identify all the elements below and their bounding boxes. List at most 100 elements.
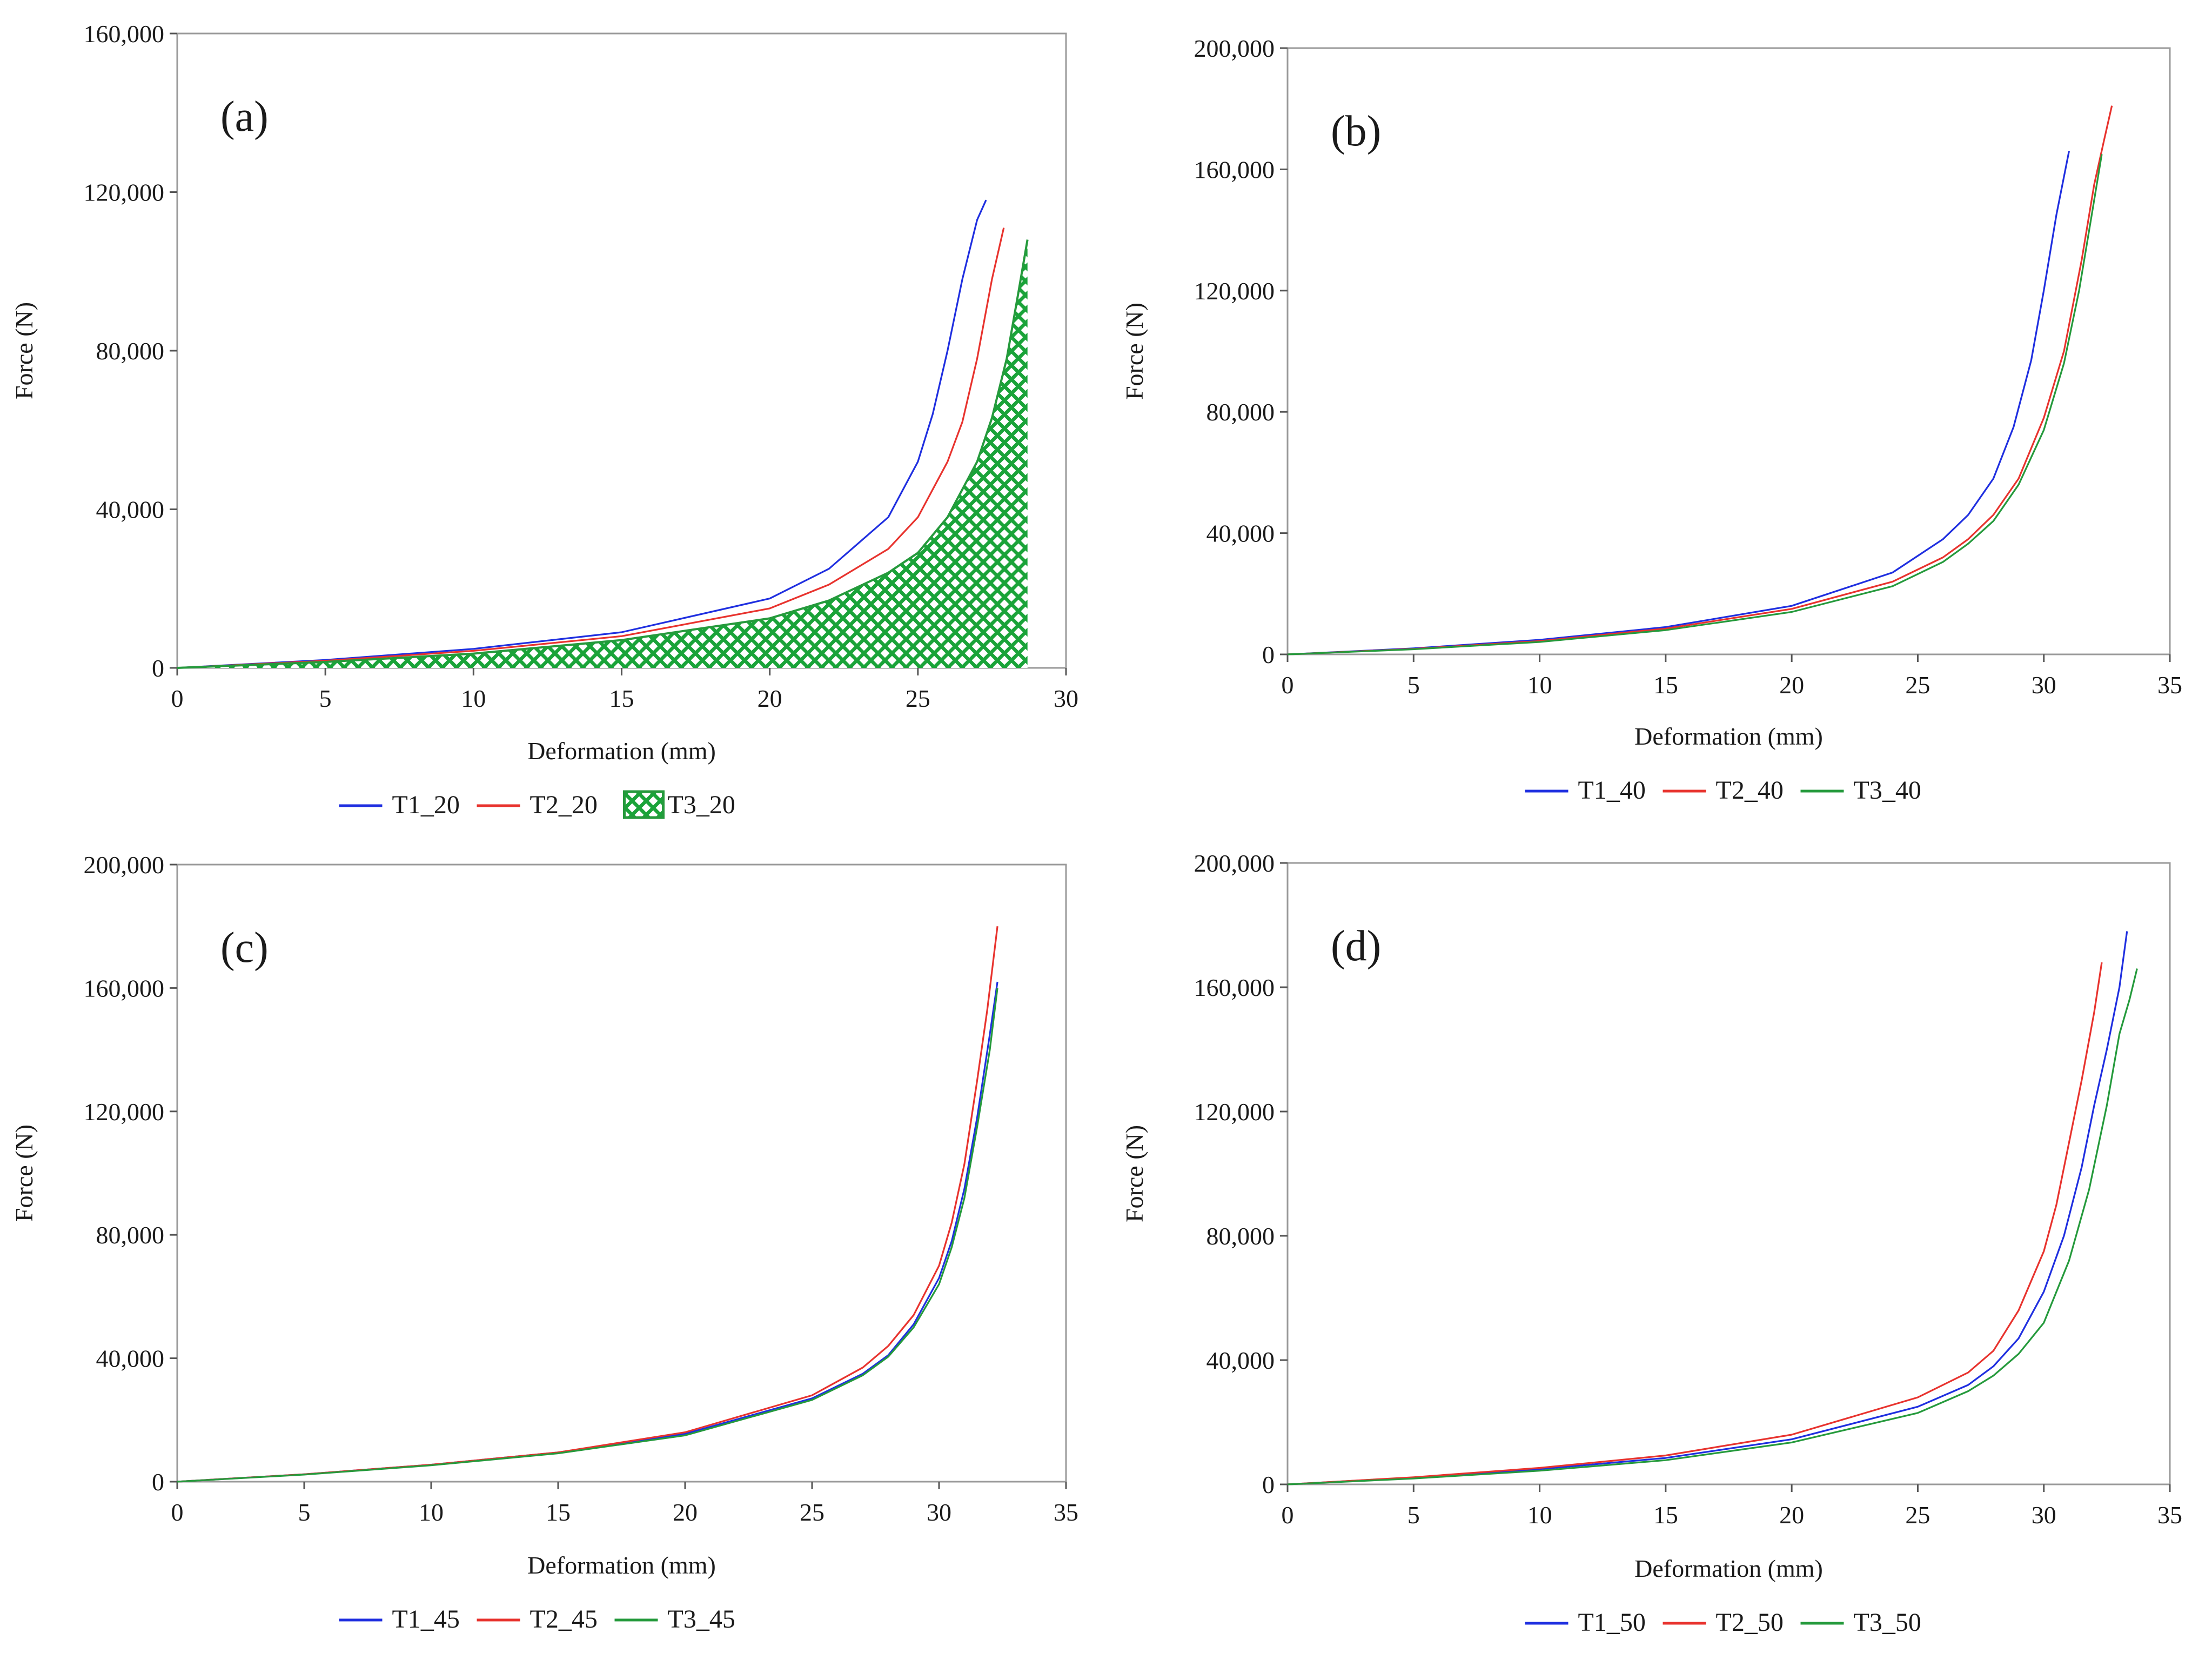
y-tick-label: 200,000: [84, 851, 165, 879]
series-area-T3_20: [177, 239, 1028, 668]
x-tick-label: 0: [171, 1498, 184, 1526]
x-tick-label: 10: [461, 685, 486, 712]
panel-label: (a): [220, 93, 269, 140]
legend-label: T2_40: [1716, 776, 1784, 805]
y-tick-label: 0: [152, 654, 164, 682]
panel-label: (d): [1331, 922, 1381, 970]
legend-label: T2_50: [1716, 1608, 1784, 1637]
x-tick-label: 30: [2032, 671, 2056, 699]
series-line-T3_20: [177, 239, 1029, 669]
legend-label: T3_40: [1854, 776, 1921, 805]
panel-label: (b): [1331, 108, 1381, 155]
legend-label: T3_45: [668, 1605, 735, 1634]
x-axis-title: Deformation (mm): [1634, 722, 1823, 750]
x-tick-label: 20: [673, 1498, 698, 1526]
series-line-T3_40: [1287, 154, 2103, 655]
legend-label: T1_45: [392, 1605, 460, 1634]
y-tick-label: 160,000: [84, 974, 165, 1002]
y-tick-label: 160,000: [1194, 156, 1275, 183]
y-axis-title: Force (N): [1121, 303, 1148, 400]
legend: T1_50 T2_50 T3_50: [1525, 1608, 1921, 1637]
legend-label: T1_40: [1578, 776, 1646, 805]
legend: T1_45 T2_45 T3_45: [339, 1605, 735, 1634]
x-tick-label: 10: [1527, 1501, 1552, 1529]
x-tick-label: 20: [1779, 671, 1804, 699]
plot-frame: [1286, 47, 2171, 655]
series-line-T1_50: [1287, 931, 2128, 1485]
y-tick-label: 120,000: [84, 1098, 165, 1126]
plot-frame: [1286, 862, 2171, 1485]
chart-panel-c: 0 5 10 15 20 25 30 35 0 40,000 80,000 120,000 160,00…: [10, 851, 1078, 1634]
x-tick-label: 35: [2157, 671, 2182, 699]
legend-label: T2_20: [530, 791, 598, 819]
x-tick-label: 30: [1054, 685, 1078, 712]
x-tick-label: 30: [2032, 1501, 2056, 1529]
y-tick-label: 40,000: [96, 1345, 165, 1373]
x-tick-label: 0: [171, 685, 184, 712]
y-tick-label: 80,000: [1206, 398, 1275, 426]
y-tick-label: 80,000: [96, 337, 165, 365]
x-tick-label: 35: [2157, 1501, 2182, 1529]
legend-swatch: [623, 790, 665, 819]
y-tick-label: 200,000: [1194, 849, 1275, 877]
x-tick-label: 20: [758, 685, 782, 712]
y-axis-title: Force (N): [1121, 1125, 1148, 1222]
x-tick-label: 25: [800, 1498, 825, 1526]
x-tick-label: 15: [1653, 1501, 1678, 1529]
x-tick-label: 10: [1527, 671, 1552, 699]
x-tick-label: 20: [1779, 1501, 1804, 1529]
chart-panel-d: 0 5 10 15 20 25 30 35 0 40,000 80,000 120,000 160,00…: [1121, 849, 2182, 1637]
x-tick-label: 5: [1407, 671, 1420, 699]
series-line-T1_40: [1287, 151, 2070, 655]
y-tick-label: 120,000: [84, 179, 165, 206]
series-line-T2_20: [177, 227, 1005, 669]
y-tick-label: 0: [1262, 641, 1275, 668]
y-tick-label: 120,000: [1194, 1098, 1275, 1126]
legend-label: T2_45: [530, 1605, 598, 1634]
series-line-T2_50: [1287, 962, 2103, 1485]
x-tick-label: 15: [609, 685, 634, 712]
x-tick-label: 5: [319, 685, 332, 712]
x-tick-label: 5: [298, 1498, 311, 1526]
plot-frame: [176, 864, 1067, 1483]
x-tick-label: 15: [1653, 671, 1678, 699]
legend: T1_20 T2_20 T3_20: [339, 790, 735, 819]
series-line-T1_45: [177, 981, 998, 1483]
x-tick-label: 25: [1905, 1501, 1930, 1529]
x-tick-label: 15: [546, 1498, 571, 1526]
series-line-T1_20: [177, 199, 987, 669]
series-line-T2_40: [1287, 105, 2113, 655]
y-tick-label: 40,000: [96, 496, 165, 524]
x-axis-title: Deformation (mm): [527, 1551, 716, 1579]
y-tick-label: 0: [1262, 1471, 1275, 1498]
chart-panel-a: 0 5 10 15 20 25 30 0 40,000 80,000 120,000 160,000 D…: [10, 20, 1078, 819]
y-axis-title: Force (N): [10, 1124, 38, 1222]
x-tick-label: 25: [1905, 671, 1930, 699]
y-tick-label: 80,000: [1206, 1222, 1275, 1250]
x-axis-title: Deformation (mm): [1634, 1555, 1823, 1582]
chart-panel-b: 0 5 10 15 20 25 30 35 0 40,000 80,000 120,000 160,00…: [1121, 35, 2182, 805]
x-tick-label: 35: [1054, 1498, 1078, 1526]
x-tick-label: 10: [419, 1498, 444, 1526]
y-tick-label: 0: [152, 1468, 164, 1496]
y-tick-label: 40,000: [1206, 520, 1275, 547]
x-tick-label: 5: [1407, 1501, 1420, 1529]
legend-label: T1_20: [392, 791, 460, 819]
y-tick-label: 120,000: [1194, 277, 1275, 305]
y-tick-label: 80,000: [96, 1221, 165, 1249]
y-tick-label: 160,000: [84, 20, 165, 48]
y-tick-label: 200,000: [1194, 35, 1275, 62]
series-line-T2_45: [177, 926, 998, 1483]
x-tick-label: 30: [927, 1498, 951, 1526]
series-line-T3_50: [1287, 968, 2138, 1485]
x-tick-label: 0: [1282, 1501, 1294, 1529]
x-tick-label: 25: [906, 685, 930, 712]
panel-label: (c): [220, 924, 269, 972]
y-tick-label: 40,000: [1206, 1347, 1275, 1374]
series-line-T3_45: [177, 988, 998, 1483]
legend: T1_40 T2_40 T3_40: [1525, 776, 1921, 805]
y-axis-title: Force (N): [10, 302, 38, 399]
legend-label: T3_20: [668, 791, 735, 819]
panels: 0 5 10 15 20 25 30 0 40,000 80,000 120,000 160,000 D…: [10, 20, 2182, 1637]
